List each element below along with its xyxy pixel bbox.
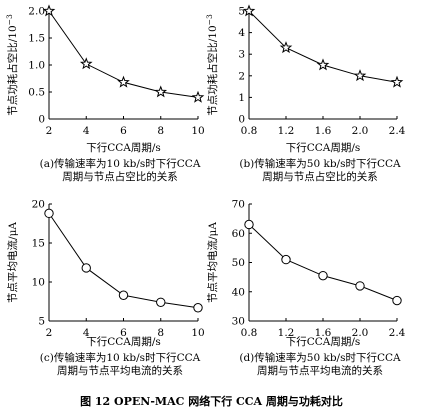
x-axis-label-d: 下行CCA周期/s — [286, 335, 361, 348]
x-tick-label-d: 2.0 — [352, 327, 369, 339]
x-tick-label-c: 6 — [120, 327, 127, 339]
x-axis-label-a: 下行CCA周期/s — [86, 141, 161, 154]
x-tick-label-c: 8 — [157, 327, 164, 339]
data-point-b — [279, 41, 293, 54]
figure-title: 图 12 OPEN-MAC 网络下行 CCA 周期与功耗对比 — [80, 395, 343, 408]
y-axis-label-a: 节点功耗占空比/10−3 — [5, 14, 20, 116]
y-tick-label-a: 1.0 — [28, 60, 45, 72]
y-axis-label-c: 节点平均电流/μA — [6, 222, 19, 303]
y-tick-label-b: 2 — [238, 70, 245, 82]
series-line-d — [248, 224, 398, 301]
caption-d: (d)传输速率为50 kb/s时下行CCA 周期与节点平均电流的关系 — [220, 352, 420, 378]
x-tick-label-d: 1.2 — [278, 327, 295, 339]
x-axis-label-b: 下行CCA周期/s — [286, 141, 361, 154]
x-tick-label-a: 8 — [157, 125, 164, 137]
x-tick-label-b: 1.6 — [315, 125, 332, 137]
y-tick-label-c: 15 — [32, 238, 45, 250]
y-tick-label-b: 5 — [238, 6, 245, 18]
y-tick-label-a: 0 — [38, 114, 45, 126]
caption-a-line1: (a)传输速率为10 kb/s时下行CCA — [39, 158, 201, 170]
data-point-a — [79, 57, 93, 70]
caption-d-line2: 周期与节点平均电流的关系 — [257, 365, 383, 377]
y-tick-label-a: 1.5 — [28, 33, 45, 45]
x-tick-label-b: 2.0 — [352, 125, 369, 137]
data-point-b — [242, 4, 256, 17]
chart-b: 0.8 1.2 1.6 2.0 2.4 0 1 2 3 4 5 下行CCA周期/s 节点功耗占空比/10… — [205, 4, 406, 154]
chart-a: 2 4 6 8 10 0 0.5 1.0 1.5 2.0 下行CCA周期/s 节点功耗占空比/10−3 — [5, 4, 205, 154]
x-tick-label-c: 4 — [83, 327, 90, 339]
y-axis-label-b: 节点功耗占空比/10−3 — [205, 14, 220, 116]
data-point-a — [117, 75, 130, 88]
y-tick-label-a: 2.0 — [28, 6, 45, 18]
data-point-b — [353, 69, 367, 82]
x-axis-label-c: 下行CCA周期/s — [86, 335, 161, 348]
y-tick-label-d: 40 — [232, 286, 245, 298]
caption-c-line1: (c)传输速率为10 kb/s时下行CCA — [39, 352, 201, 364]
y-tick-label-d: 30 — [232, 316, 245, 328]
x-tick-label-a: 4 — [83, 125, 90, 137]
x-tick-label-b: 1.2 — [278, 125, 295, 137]
y-axis-label-exponent-a: −3 — [5, 14, 14, 25]
series-line-b — [248, 10, 398, 83]
chart-c: 2 4 6 8 10 5 10 15 20 下行CCA周期/s 节点平均电流/μA — [6, 199, 205, 349]
caption-b-line1: (b)传输速率为50 kb/s时下行CCA — [239, 158, 401, 170]
y-tick-label-b: 0 — [238, 114, 245, 126]
data-point-c — [44, 208, 54, 219]
y-tick-label-c: 10 — [32, 277, 45, 289]
y-tick-label-c: 20 — [32, 199, 45, 211]
data-point-d — [244, 219, 254, 230]
y-tick-label-b: 3 — [238, 49, 245, 61]
data-point-b — [316, 58, 330, 71]
caption-a-line2: 周期与节点占空比的关系 — [62, 171, 178, 183]
data-point-c — [156, 297, 166, 307]
y-tick-label-b: 4 — [238, 27, 245, 39]
data-point-d — [318, 270, 328, 281]
chart-d: 0.8 1.2 1.6 2.0 2.4 30 40 50 60 70 下行CCA周期/s 节点平均电流… — [206, 199, 406, 349]
y-tick-label-a: 0.5 — [28, 87, 45, 99]
y-tick-label-d: 70 — [232, 199, 245, 211]
data-point-a — [42, 4, 56, 17]
x-tick-label-b: 0.8 — [241, 125, 258, 137]
data-point-c — [118, 290, 129, 300]
x-tick-label-a: 10 — [191, 125, 204, 137]
caption-c-line2: 周期与节点平均电流的关系 — [57, 365, 183, 377]
x-tick-label-d: 1.6 — [315, 327, 332, 339]
caption-a: (a)传输速率为10 kb/s时下行CCA 周期与节点占空比的关系 — [20, 158, 220, 184]
x-tick-label-b: 2.4 — [389, 125, 406, 137]
data-point-d — [355, 281, 365, 291]
x-tick-label-a: 6 — [120, 125, 127, 137]
data-point-d — [392, 295, 402, 306]
y-tick-label-d: 50 — [232, 257, 245, 269]
y-tick-label-d: 60 — [232, 228, 245, 240]
x-tick-label-c: 10 — [191, 327, 204, 339]
data-point-a — [191, 90, 205, 103]
caption-b-line2: 周期与节点占空比的关系 — [262, 171, 378, 183]
data-point-c — [81, 263, 91, 273]
y-tick-label-b: 1 — [238, 92, 245, 104]
x-tick-label-d: 2.4 — [389, 327, 406, 339]
x-tick-label-c: 2 — [46, 327, 53, 339]
x-tick-label-a: 2 — [46, 125, 53, 137]
caption-d-line1: (d)传输速率为50 kb/s时下行CCA — [239, 352, 401, 364]
caption-c: (c)传输速率为10 kb/s时下行CCA 周期与节点平均电流的关系 — [20, 352, 220, 378]
data-point-d — [281, 254, 291, 265]
data-point-b — [390, 75, 404, 88]
y-axis-label-exponent-b: −3 — [205, 14, 214, 25]
caption-b: (b)传输速率为50 kb/s时下行CCA 周期与节点占空比的关系 — [220, 158, 420, 184]
y-axis-label-d: 节点平均电流/μA — [206, 222, 219, 303]
data-point-c — [193, 303, 203, 313]
y-tick-label-c: 5 — [38, 316, 45, 328]
x-tick-label-d: 0.8 — [241, 327, 258, 339]
data-point-a — [154, 85, 168, 98]
